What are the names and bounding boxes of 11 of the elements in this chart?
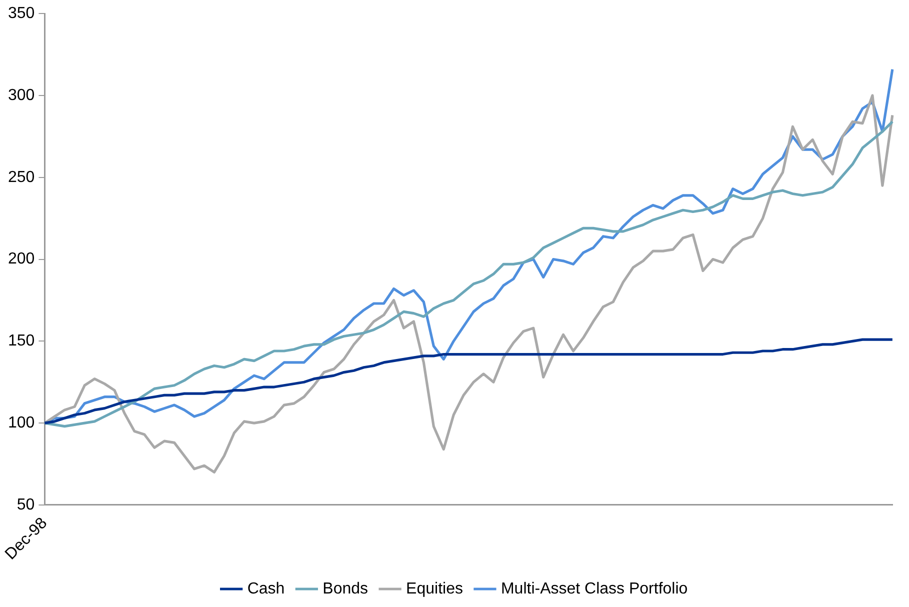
y-tick-label: 350 xyxy=(8,5,35,22)
legend-label: Cash xyxy=(247,580,285,598)
legend-label: Bonds xyxy=(322,580,368,598)
y-tick-label: 100 xyxy=(8,414,35,432)
legend-label: Multi-Asset Class Portfolio xyxy=(500,580,688,598)
y-tick-label: 200 xyxy=(8,250,35,268)
y-tick-label: 50 xyxy=(16,496,35,514)
y-tick-label: 150 xyxy=(8,332,35,350)
legend-label: Equities xyxy=(406,580,463,598)
y-tick-label: 300 xyxy=(8,86,35,104)
y-tick-label: 250 xyxy=(8,168,35,186)
